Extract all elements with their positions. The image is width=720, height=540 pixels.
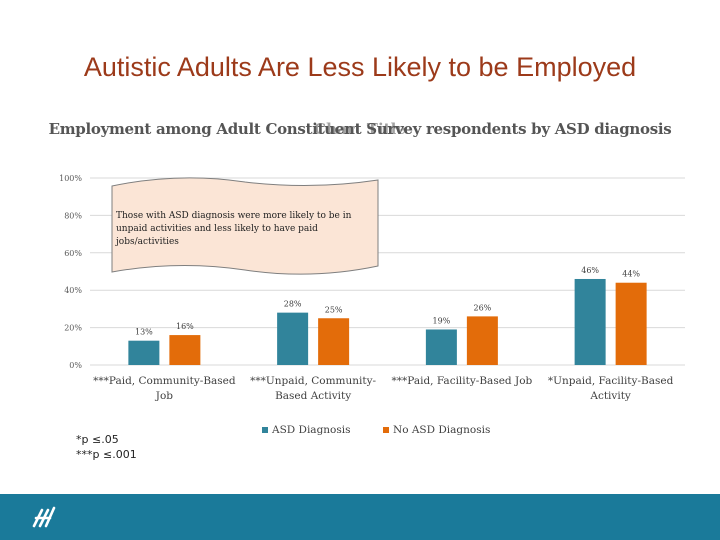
x-tick-label: ***Paid, Community-Based xyxy=(93,375,236,387)
x-tick-label: Based Activity xyxy=(275,390,351,402)
y-tick-label: 40% xyxy=(64,286,82,295)
data-label: 16% xyxy=(176,322,194,331)
callout-text: unpaid activities and less likely to hav… xyxy=(116,224,318,234)
legend-label: No ASD Diagnosis xyxy=(393,424,490,436)
bar xyxy=(318,318,350,365)
bar xyxy=(574,278,606,365)
footer-bar xyxy=(0,494,720,540)
note-p05: *p ≤.05 xyxy=(76,433,119,446)
x-tick-label: Activity xyxy=(589,390,631,402)
x-tick-label: ***Unpaid, Community- xyxy=(250,375,376,387)
bar-chart: 0% 20% 40% 60% 80% 100% 13% 16% ***Paid, Communi… xyxy=(59,174,685,436)
y-tick-label: 60% xyxy=(64,249,82,258)
chart-title: Employment among Adult Constituent Surve… xyxy=(48,120,672,138)
callout-text: jobs/activities xyxy=(115,237,179,247)
bar xyxy=(615,282,647,365)
legend-swatch xyxy=(262,427,268,433)
y-tick-label: 20% xyxy=(64,324,82,333)
x-tick-label: ***Paid, Facility-Based Job xyxy=(392,375,533,387)
data-label: 25% xyxy=(325,305,343,314)
data-label: 19% xyxy=(432,316,450,325)
chart-area: Employment among Adult Constituent Surve… xyxy=(0,110,720,470)
x-tick-label: Job xyxy=(155,390,174,402)
legend-swatch xyxy=(383,427,389,433)
callout-box xyxy=(111,177,379,275)
y-tick-label: 80% xyxy=(64,211,82,220)
data-label: 13% xyxy=(135,328,153,337)
legend-label: ASD Diagnosis xyxy=(271,424,351,436)
y-tick-label: 100% xyxy=(59,174,82,183)
bar xyxy=(128,340,160,365)
callout-text: Those with ASD diagnosis were more likel… xyxy=(116,211,352,221)
chart-title-placeholder: Chart Title xyxy=(314,120,406,138)
slide-title: Autistic Adults Are Less Likely to be Em… xyxy=(83,52,637,82)
bar xyxy=(169,335,201,365)
bar xyxy=(466,316,498,365)
significance-notes: *p ≤.05 ***p ≤.001 xyxy=(76,432,137,462)
bar xyxy=(277,312,309,365)
data-label: 28% xyxy=(284,300,302,309)
x-tick-label: *Unpaid, Facility-Based xyxy=(548,375,674,387)
data-label: 26% xyxy=(473,303,491,312)
logo-icon xyxy=(32,506,56,528)
data-label: 46% xyxy=(581,266,599,275)
y-tick-label: 0% xyxy=(69,361,82,370)
bar xyxy=(425,329,457,365)
note-p001: ***p ≤.001 xyxy=(76,448,137,461)
data-label: 44% xyxy=(622,270,640,279)
